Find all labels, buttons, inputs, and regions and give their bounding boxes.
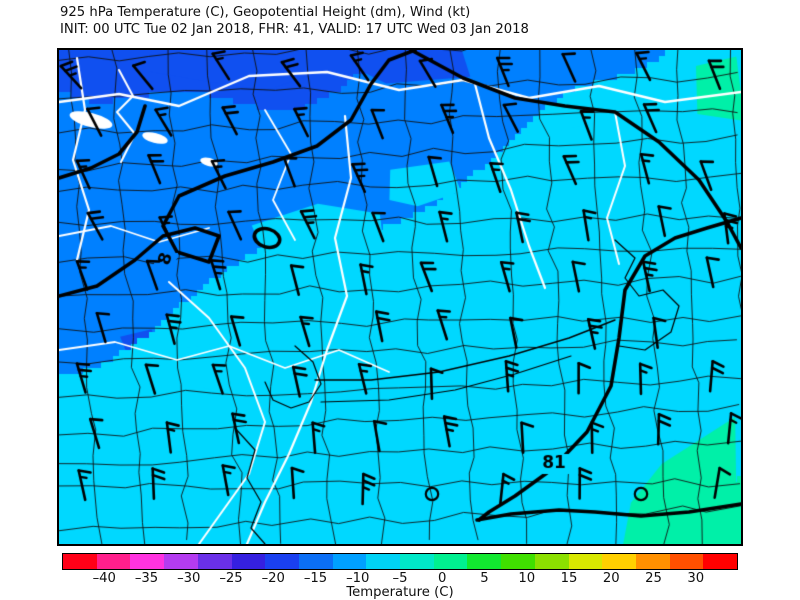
colorbar-segment-8: [332, 554, 367, 569]
colorbar-segment-14: [534, 554, 569, 569]
colorbar-tick--40: –40: [92, 571, 116, 586]
colorbar-tick-15: 15: [560, 571, 578, 586]
colorbar-segment-0: [63, 554, 97, 569]
colorbar-segment-6: [265, 554, 299, 569]
colorbar-segment-5: [231, 554, 266, 569]
colorbar-segment-16: [602, 554, 636, 569]
colorbar-segment-10: [400, 554, 434, 569]
temperature-colorbar[interactable]: [62, 553, 738, 570]
colorbar-axis-title: Temperature (C): [346, 585, 454, 600]
colorbar-tick-20: 20: [602, 571, 620, 586]
colorbar-segment-4: [197, 554, 232, 569]
colorbar-segment-9: [366, 554, 401, 569]
colorbar-segment-1: [96, 554, 131, 569]
colorbar-tick--30: –30: [177, 571, 201, 586]
colorbar-segment-7: [298, 554, 333, 569]
colorbar-tick-0: 0: [438, 571, 447, 586]
title-block: 925 hPa Temperature (C), Geopotential He…: [60, 5, 529, 39]
map-title-line-2: INIT: 00 UTC Tue 02 Jan 2018, FHR: 41, V…: [60, 21, 529, 37]
colorbar-segment-15: [568, 554, 603, 569]
colorbar-tick--5: –5: [392, 571, 408, 586]
colorbar-tick-labels: –40 –35 –30 –25 –20 –15 –10 –5 0 5 10 15 20 25 30: [62, 571, 738, 587]
colorbar-segment-2: [130, 554, 165, 569]
map-plot-area[interactable]: [57, 48, 743, 546]
map-title-line-1: 925 hPa Temperature (C), Geopotential He…: [60, 5, 471, 20]
contour-and-wind-barb-layer: [59, 50, 741, 544]
colorbar-segment-13: [501, 554, 535, 569]
colorbar-tick-10: 10: [518, 571, 536, 586]
colorbar-tick--35: –35: [134, 571, 159, 586]
colorbar-tick-30: 30: [687, 571, 705, 586]
colorbar-segment-11: [433, 554, 468, 569]
colorbar-tick--20: –20: [261, 571, 285, 586]
colorbar-segment-18: [669, 554, 704, 569]
colorbar-segment-17: [635, 554, 670, 569]
colorbar-tick--25: –25: [219, 571, 243, 586]
colorbar-tick--10: –10: [346, 571, 370, 586]
colorbar-segment-12: [467, 554, 502, 569]
colorbar-tick-5: 5: [480, 571, 489, 586]
colorbar-tick--15: –15: [303, 571, 328, 586]
colorbar-segment-3: [164, 554, 198, 569]
colorbar-segment-19: [703, 554, 738, 569]
colorbar-tick-25: 25: [645, 571, 662, 586]
